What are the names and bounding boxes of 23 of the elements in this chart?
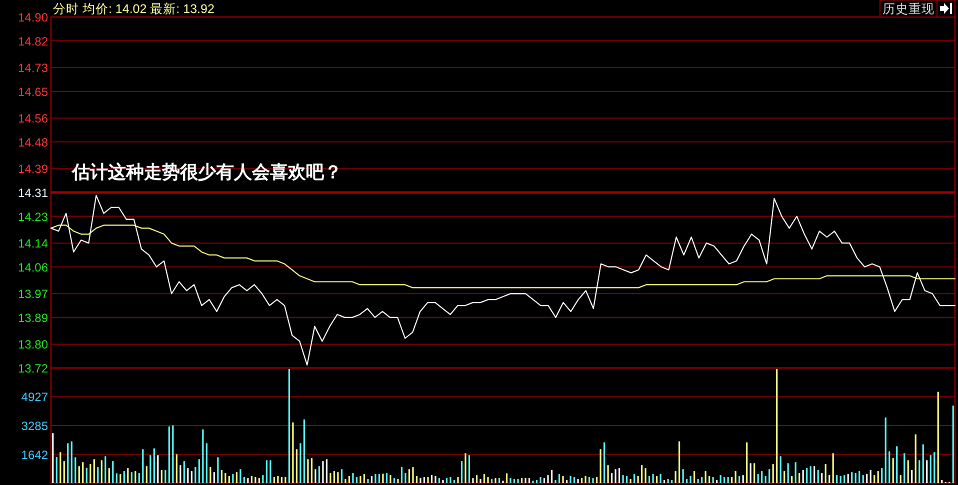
y-tick-label: 14.06 bbox=[18, 260, 48, 274]
y-tick-label: 14.31 bbox=[18, 186, 48, 200]
y-tick-label: 13.80 bbox=[18, 338, 48, 352]
y-tick-label: 14.65 bbox=[18, 84, 48, 99]
y-tick-label: 13.89 bbox=[18, 310, 48, 325]
y-tick-label: 14.14 bbox=[18, 236, 48, 251]
text: 历史重现 bbox=[882, 2, 934, 16]
line-series bbox=[50, 224, 956, 288]
y-tick-label: 4927 bbox=[21, 390, 48, 404]
line-series bbox=[50, 194, 956, 366]
y-tick-label: 14.48 bbox=[18, 135, 48, 150]
y-tick-label: 14.90 bbox=[18, 10, 48, 24]
y-tick-label: 14.23 bbox=[18, 210, 48, 224]
y-tick-label: 14.56 bbox=[18, 112, 48, 126]
y-tick-label: 3285 bbox=[21, 418, 48, 433]
y-tick-label: 13.97 bbox=[18, 287, 48, 302]
y-tick-label: 14.82 bbox=[18, 34, 48, 48]
annotation: 估计这种走势很少有人会喜欢吧？ bbox=[71, 162, 342, 182]
y-tick-label: 14.73 bbox=[18, 61, 48, 76]
y-tick-label: 13.72 bbox=[18, 362, 48, 376]
chart-title: 分时 均价: 14.02 最新: 13.92 bbox=[53, 2, 214, 16]
y-tick-label: 1642 bbox=[21, 448, 48, 462]
y-tick-label: 14.39 bbox=[18, 162, 48, 176]
